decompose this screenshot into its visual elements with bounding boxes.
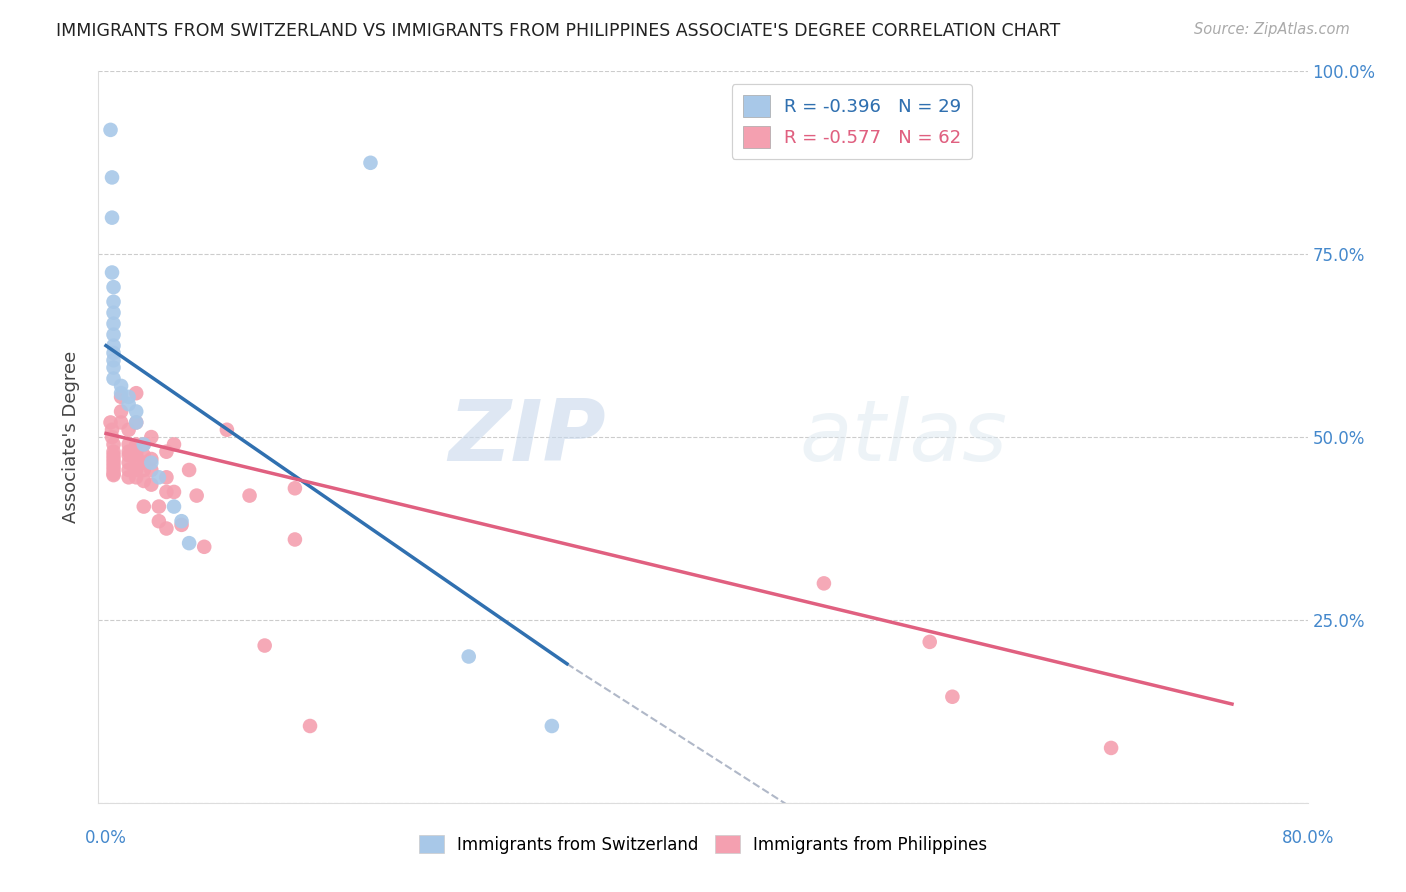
- Point: [125, 444, 148, 458]
- Point: [101, 423, 124, 437]
- Point: [193, 540, 215, 554]
- Point: [155, 470, 177, 484]
- Point: [125, 386, 148, 401]
- Point: [103, 317, 125, 331]
- Legend: R = -0.396   N = 29, R = -0.577   N = 62: R = -0.396 N = 29, R = -0.577 N = 62: [731, 84, 972, 159]
- Text: IMMIGRANTS FROM SWITZERLAND VS IMMIGRANTS FROM PHILIPPINES ASSOCIATE'S DEGREE CO: IMMIGRANTS FROM SWITZERLAND VS IMMIGRANT…: [56, 22, 1060, 40]
- Point: [360, 156, 382, 170]
- Point: [110, 379, 132, 393]
- Point: [132, 463, 155, 477]
- Point: [813, 576, 835, 591]
- Text: ZIP: ZIP: [449, 395, 606, 479]
- Point: [101, 211, 124, 225]
- Point: [103, 459, 125, 474]
- Point: [253, 639, 276, 653]
- Point: [118, 463, 141, 477]
- Point: [125, 448, 148, 462]
- Text: Source: ZipAtlas.com: Source: ZipAtlas.com: [1194, 22, 1350, 37]
- Point: [118, 456, 141, 470]
- Point: [141, 430, 163, 444]
- Point: [284, 481, 307, 495]
- Point: [540, 719, 562, 733]
- Point: [155, 444, 177, 458]
- Point: [170, 517, 193, 532]
- Point: [125, 437, 148, 451]
- Point: [103, 456, 125, 470]
- Point: [239, 489, 262, 503]
- Text: atlas: atlas: [800, 395, 1008, 479]
- Point: [103, 437, 125, 451]
- Point: [141, 463, 163, 477]
- Point: [918, 635, 941, 649]
- Y-axis label: Associate's Degree: Associate's Degree: [62, 351, 80, 524]
- Point: [163, 485, 186, 500]
- Point: [118, 397, 141, 411]
- Point: [215, 423, 238, 437]
- Point: [103, 346, 125, 360]
- Point: [100, 123, 122, 137]
- Point: [179, 536, 201, 550]
- Point: [103, 306, 125, 320]
- Point: [155, 521, 177, 535]
- Point: [132, 437, 155, 451]
- Point: [163, 500, 186, 514]
- Point: [155, 485, 177, 500]
- Point: [141, 452, 163, 467]
- Point: [299, 719, 322, 733]
- Point: [118, 444, 141, 458]
- Point: [125, 404, 148, 418]
- Point: [125, 416, 148, 430]
- Point: [103, 353, 125, 368]
- Point: [103, 463, 125, 477]
- Point: [103, 467, 125, 481]
- Point: [110, 416, 132, 430]
- Text: 80.0%: 80.0%: [1281, 829, 1334, 847]
- Point: [170, 514, 193, 528]
- Point: [103, 448, 125, 462]
- Point: [110, 390, 132, 404]
- Point: [125, 456, 148, 470]
- Point: [101, 170, 124, 185]
- Point: [132, 448, 155, 462]
- Point: [118, 437, 141, 451]
- Point: [186, 489, 208, 503]
- Point: [125, 470, 148, 484]
- Point: [103, 327, 125, 342]
- Point: [132, 456, 155, 470]
- Point: [148, 514, 170, 528]
- Point: [101, 430, 124, 444]
- Point: [100, 416, 122, 430]
- Point: [1099, 740, 1122, 755]
- Point: [284, 533, 307, 547]
- Point: [103, 468, 125, 483]
- Point: [103, 338, 125, 352]
- Point: [457, 649, 479, 664]
- Text: 0.0%: 0.0%: [84, 829, 127, 847]
- Point: [125, 463, 148, 477]
- Point: [118, 470, 141, 484]
- Point: [103, 452, 125, 467]
- Point: [118, 423, 141, 437]
- Point: [148, 500, 170, 514]
- Point: [179, 463, 201, 477]
- Point: [103, 360, 125, 375]
- Point: [163, 437, 186, 451]
- Point: [141, 456, 163, 470]
- Point: [148, 470, 170, 484]
- Point: [110, 404, 132, 418]
- Point: [103, 280, 125, 294]
- Point: [103, 371, 125, 385]
- Point: [132, 437, 155, 451]
- Point: [941, 690, 963, 704]
- Point: [125, 416, 148, 430]
- Point: [118, 448, 141, 462]
- Point: [103, 444, 125, 458]
- Point: [118, 390, 141, 404]
- Point: [141, 477, 163, 491]
- Point: [132, 474, 155, 488]
- Point: [110, 386, 132, 401]
- Point: [132, 500, 155, 514]
- Point: [101, 266, 124, 280]
- Point: [103, 294, 125, 309]
